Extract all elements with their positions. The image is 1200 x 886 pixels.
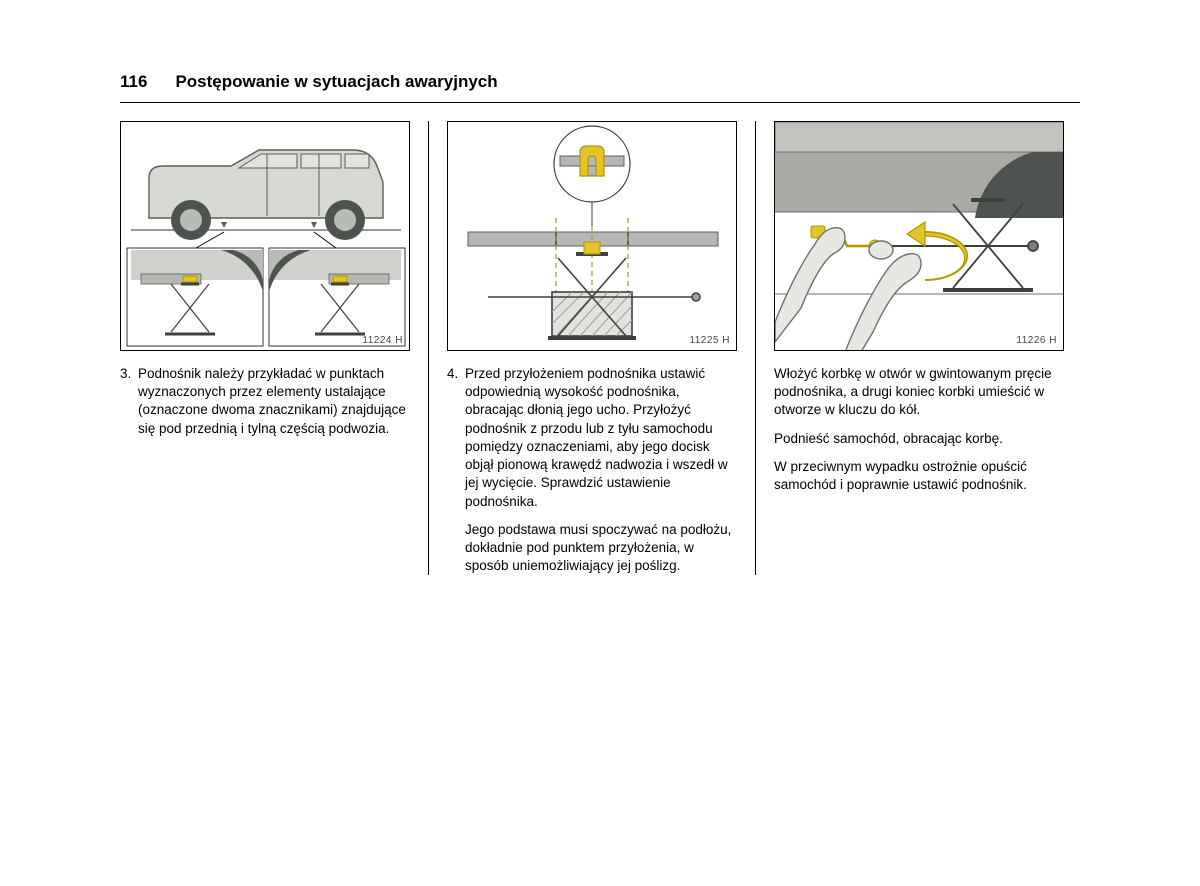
step-4-para2: Jego podstawa musi spoczywać na podłożu,… [465, 521, 737, 576]
section-title: Postępowanie w sytuacjach awaryjnych [175, 72, 497, 92]
step-3-text: Podnośnik należy przykładać w punktach w… [138, 365, 410, 438]
step-4-text: Przed przyłożeniem podnośnika ustawić od… [465, 365, 737, 511]
column-left: 11224 H 3. Podnośnik należy przykładać w… [120, 121, 429, 575]
step-3: 3. Podnośnik należy przykładać w punktac… [120, 365, 410, 438]
right-para1: Włożyć korbkę w otwór w gwintowanym pręc… [774, 365, 1080, 420]
step-4: 4. Przed przyłożeniem podnośnika ustawić… [447, 365, 737, 575]
step-4-number: 4. [447, 365, 465, 575]
column-middle: 11225 H 4. Przed przyłożeniem podnośnika… [447, 121, 756, 575]
right-para2: Podnieść samochód, obracając korbę. [774, 430, 1080, 448]
header-rule [120, 102, 1080, 103]
figure-number: 11226 H [1016, 335, 1057, 346]
figure-jack-points: 11224 H [120, 121, 410, 351]
right-para3: W przeciwnym wypadku ostrożnie opuścić s… [774, 458, 1080, 494]
column-right: 11226 H Włożyć korbkę w otwór w gwintowa… [774, 121, 1080, 575]
jack-cranking-illustration [775, 122, 1064, 351]
right-text-block: Włożyć korbkę w otwór w gwintowanym pręc… [774, 365, 1080, 494]
figure-jack-cranking: 11226 H [774, 121, 1064, 351]
jack-alignment-illustration [448, 122, 737, 351]
step-3-number: 3. [120, 365, 138, 438]
column-layout: 11224 H 3. Podnośnik należy przykładać w… [120, 121, 1080, 575]
jack-points-illustration [121, 122, 410, 351]
figure-number: 11224 H [362, 335, 403, 346]
page-header: 116 Postępowanie w sytuacjach awaryjnych [120, 72, 1080, 102]
figure-jack-alignment: 11225 H [447, 121, 737, 351]
page-number: 116 [120, 72, 147, 92]
manual-page: 116 Postępowanie w sytuacjach awaryjnych [120, 72, 1080, 575]
figure-number: 11225 H [689, 335, 730, 346]
